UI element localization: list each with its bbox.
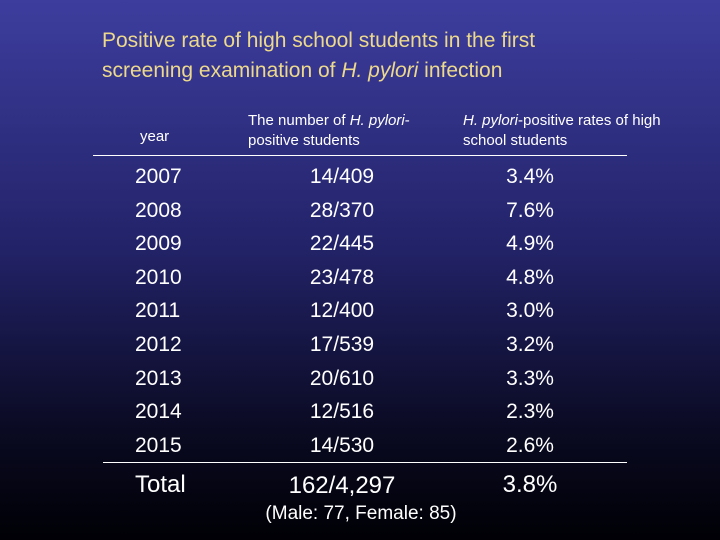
count-cell: 20/610 bbox=[309, 366, 375, 390]
rate-cell: 4.9% bbox=[506, 232, 554, 256]
year-cell: 2008 bbox=[135, 198, 182, 222]
title-italic: H. pylori bbox=[341, 59, 419, 82]
year-cell: 2013 bbox=[135, 366, 182, 390]
count-cell: 14/530 bbox=[309, 433, 375, 457]
rate-cell: 2.6% bbox=[506, 433, 554, 457]
count-cell: 23/478 bbox=[309, 265, 375, 289]
header-text: year bbox=[140, 128, 170, 145]
total-rate: 3.8% bbox=[502, 471, 558, 498]
count-cell: 12/400 bbox=[309, 299, 375, 323]
header-text: -positive students bbox=[248, 112, 410, 149]
title: Positive rate of high school students in… bbox=[102, 26, 622, 86]
title-text: infection bbox=[418, 59, 503, 82]
year-cell: 2014 bbox=[135, 400, 182, 424]
note: (Male: 77, Female: 85) bbox=[265, 503, 457, 524]
header-rate: H. pylori-positive rates of high school … bbox=[463, 111, 663, 151]
count-cell: 17/539 bbox=[309, 333, 375, 356]
count-cell: 22/445 bbox=[309, 232, 375, 256]
year-cell: 2012 bbox=[135, 333, 182, 356]
count-cell: 12/516 bbox=[309, 400, 375, 424]
year-cell: 2010 bbox=[135, 265, 182, 289]
rate-cell: 3.3% bbox=[506, 366, 554, 390]
header-rule bbox=[93, 155, 627, 156]
total-count: 162/4,297 bbox=[288, 472, 396, 499]
rate-cell: 3.4% bbox=[506, 165, 554, 188]
year-cell: 2009 bbox=[135, 232, 182, 256]
count-cell: 14/409 bbox=[309, 165, 375, 188]
rate-cell: 4.8% bbox=[506, 265, 554, 289]
header-text: The number of bbox=[248, 112, 350, 129]
header-year: year bbox=[140, 127, 169, 147]
year-cell: 2011 bbox=[135, 299, 181, 323]
rate-cell: 3.0% bbox=[506, 299, 554, 323]
total-rule bbox=[103, 462, 627, 463]
rate-cell: 7.6% bbox=[506, 198, 554, 222]
header-italic: H. pylori bbox=[349, 112, 405, 129]
year-cell: 2007 bbox=[135, 165, 182, 188]
rate-cell: 2.3% bbox=[506, 400, 554, 424]
total-label: Total bbox=[135, 471, 186, 498]
count-cell: 28/370 bbox=[309, 198, 375, 222]
title-text: Positive rate of high school students in… bbox=[102, 29, 536, 82]
rate-cell: 3.2% bbox=[506, 333, 554, 356]
header-count: The number of H. pylori-positive student… bbox=[248, 111, 448, 151]
header-italic: H. pylori bbox=[463, 112, 519, 129]
header-text: -positive rates of high school students bbox=[463, 112, 661, 149]
year-cell: 2015 bbox=[135, 433, 182, 457]
